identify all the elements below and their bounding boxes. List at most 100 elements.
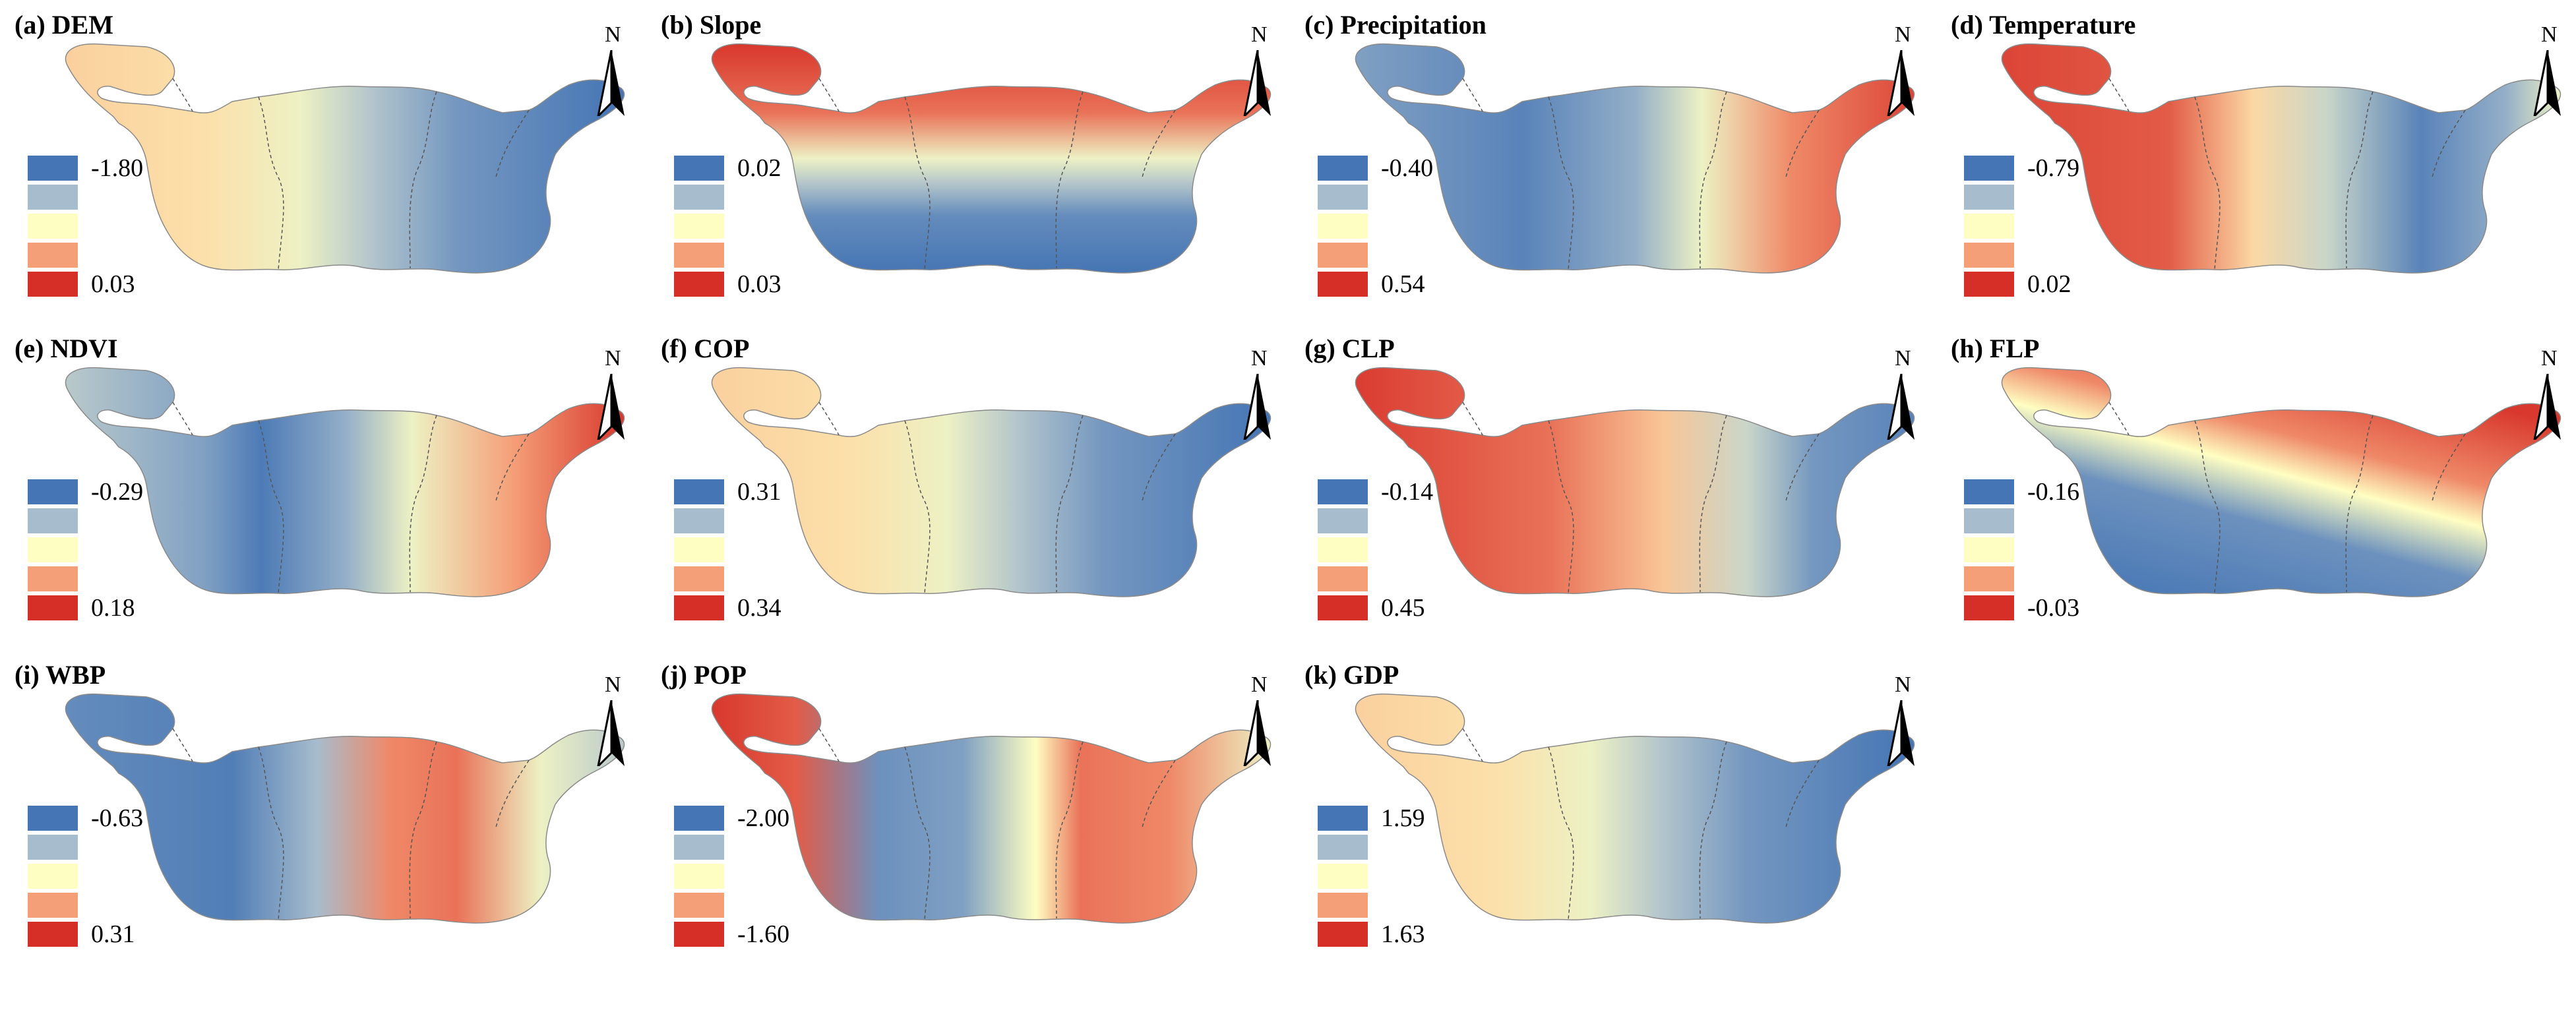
- legend-swatch: [1318, 806, 1368, 831]
- legend-min-label: -0.16: [2027, 478, 2080, 506]
- legend-swatch: [1964, 272, 2014, 297]
- basin-map: [1355, 693, 1915, 924]
- sub-basin-boundary: [495, 760, 530, 828]
- legend-max-label: 0.34: [737, 594, 782, 622]
- legend-min-label: 0.31: [737, 478, 782, 506]
- legend-swatch: [28, 272, 78, 297]
- legend: 0.02 0.03: [674, 156, 859, 314]
- legend-swatch: [1318, 272, 1368, 297]
- north-label: N: [2541, 346, 2558, 371]
- map-panel: (e) NDVI N -0.29 0.18: [15, 333, 648, 656]
- legend-swatch: [28, 508, 78, 533]
- sub-basin-boundary: [818, 402, 840, 436]
- sub-basin-boundary: [1785, 109, 1820, 178]
- sub-basin-boundary: [409, 741, 437, 919]
- basin-shape: [1355, 43, 1915, 274]
- legend-swatch: [674, 893, 724, 918]
- legend-min-label: -0.63: [91, 804, 144, 832]
- panel-title: (b) Slope: [661, 10, 762, 40]
- legend-swatch: [1318, 243, 1368, 268]
- panel-title: (f) COP: [661, 334, 750, 363]
- sub-basin-boundary: [2432, 109, 2466, 178]
- sub-basin-boundary: [2194, 96, 2221, 270]
- legend-swatch: [1964, 508, 2014, 533]
- legend-max-label: 0.03: [91, 270, 135, 298]
- basin-shape: [711, 693, 1272, 924]
- legend-swatch: [1318, 537, 1368, 562]
- legend-swatch: [674, 922, 724, 947]
- legend-swatch: [674, 806, 724, 831]
- north-arrow-icon: N: [1882, 22, 1921, 116]
- legend: 1.59 1.63: [1318, 806, 1502, 964]
- sub-basin-boundary: [258, 746, 284, 920]
- sub-basin-boundary: [409, 415, 437, 593]
- legend: -1.80 0.03: [28, 156, 212, 314]
- map-panel: (j) POP N -2.00 -1.60: [661, 659, 1294, 982]
- sub-basin-boundary: [1548, 96, 1574, 270]
- sub-basin-boundary: [818, 78, 840, 112]
- legend-swatch: [28, 864, 78, 889]
- basin-map: [65, 43, 625, 274]
- basin-map: [65, 693, 625, 924]
- sub-basin-boundary: [1055, 91, 1084, 269]
- north-arrow-icon: N: [592, 346, 631, 440]
- north-label: N: [1895, 672, 1911, 697]
- north-arrow-icon: N: [592, 672, 631, 766]
- sub-basin-boundary: [2108, 78, 2130, 112]
- sub-basin-boundary: [258, 96, 284, 270]
- legend-swatch: [674, 479, 724, 504]
- legend-max-label: 1.63: [1381, 920, 1425, 948]
- north-label: N: [1251, 672, 1268, 697]
- sub-basin-boundary: [409, 91, 437, 269]
- sub-basin-boundary: [2194, 420, 2221, 594]
- map-panel: (a) DEM N -1.80 0.03: [15, 9, 648, 332]
- panel-title: (a) DEM: [15, 10, 113, 40]
- north-arrow-icon: N: [1238, 346, 1277, 440]
- legend-min-label: 0.02: [737, 154, 782, 182]
- legend-max-label: 0.02: [2027, 270, 2071, 298]
- sub-basin-boundary: [1699, 91, 1727, 269]
- legend: 0.31 0.34: [674, 479, 859, 638]
- legend-min-label: -2.00: [737, 804, 790, 832]
- legend-min-label: -0.79: [2027, 154, 2080, 182]
- legend-swatch: [1318, 479, 1368, 504]
- sub-basin-boundary: [1142, 109, 1176, 178]
- legend-swatch: [1318, 864, 1368, 889]
- sub-basin-boundary: [1142, 433, 1176, 502]
- legend-swatch: [674, 864, 724, 889]
- basin-map: [711, 693, 1272, 924]
- sub-basin-boundary: [904, 96, 931, 270]
- sub-basin-boundary: [495, 433, 530, 502]
- basin-shape: [1355, 367, 1915, 597]
- north-label: N: [1251, 346, 1268, 371]
- north-arrow-icon: N: [1882, 346, 1921, 440]
- legend-swatch: [28, 156, 78, 181]
- sub-basin-boundary: [1548, 420, 1574, 594]
- legend-swatch: [1964, 214, 2014, 239]
- legend-min-label: -0.14: [1381, 478, 1434, 506]
- north-label: N: [605, 346, 621, 371]
- basin-map: [2001, 367, 2561, 597]
- legend-max-label: -0.03: [2027, 594, 2080, 622]
- legend: -0.79 0.02: [1964, 156, 2149, 314]
- legend-swatch: [1318, 595, 1368, 620]
- legend-max-label: 0.45: [1381, 594, 1425, 622]
- sub-basin-boundary: [904, 746, 931, 920]
- north-arrow-icon: N: [2528, 346, 2567, 440]
- legend-swatch: [674, 272, 724, 297]
- legend-swatch: [674, 508, 724, 533]
- legend-swatch: [674, 243, 724, 268]
- legend-swatch: [1318, 835, 1368, 860]
- map-panel: (c) Precipitation N -0.40 0.54: [1304, 9, 1938, 332]
- map-panel: (d) Temperature N -0.79 0.02: [1951, 9, 2576, 332]
- legend-min-label: -1.80: [91, 154, 144, 182]
- legend-swatch: [1318, 185, 1368, 210]
- basin-shape: [2001, 367, 2561, 597]
- legend-swatch: [28, 893, 78, 918]
- legend-min-label: -0.29: [91, 478, 144, 506]
- north-arrow-icon: N: [592, 22, 631, 116]
- legend-swatch: [1318, 893, 1368, 918]
- legend-swatch: [28, 595, 78, 620]
- legend-swatch: [674, 835, 724, 860]
- sub-basin-boundary: [2432, 433, 2466, 502]
